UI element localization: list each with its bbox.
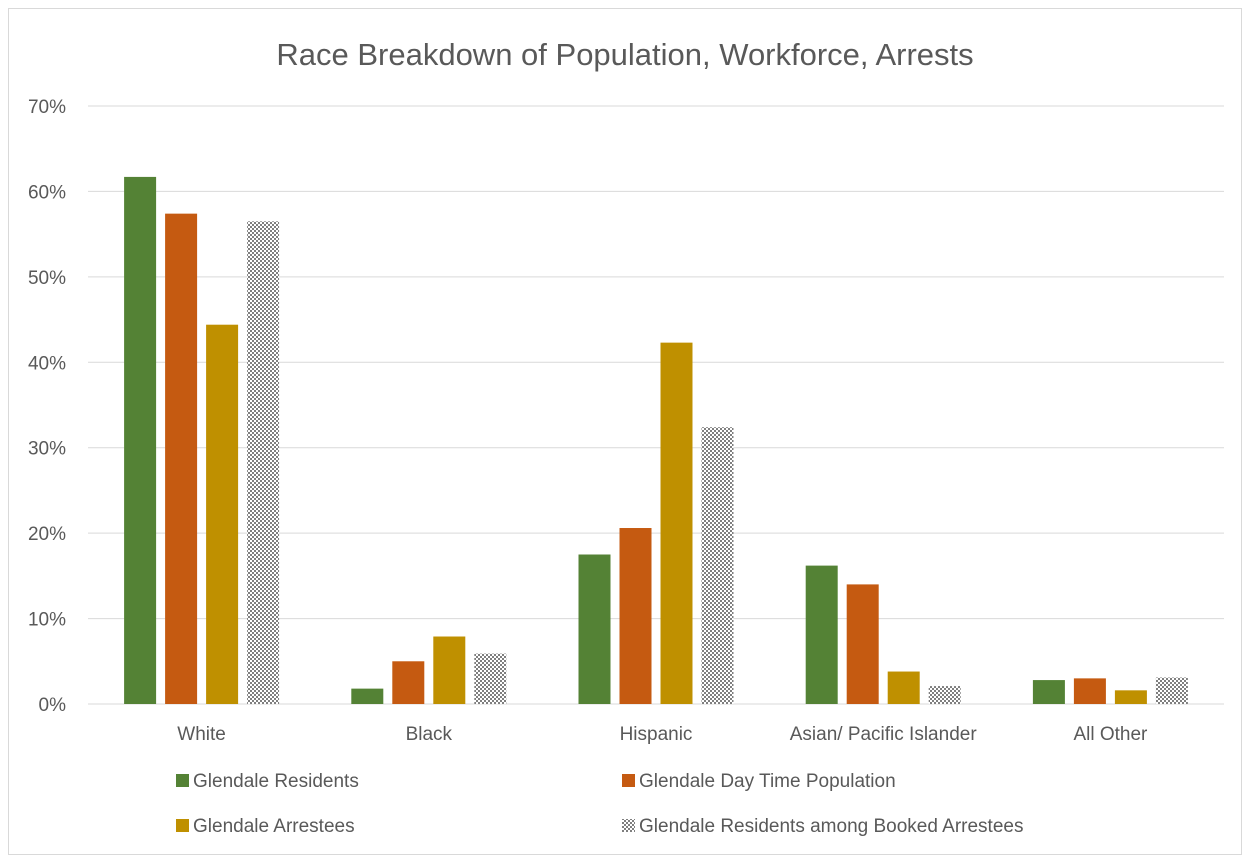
legend: Glendale Residents Glendale Day Time Popu… xyxy=(176,771,1023,837)
legend-swatch-3 xyxy=(622,819,635,832)
bar-0-1 xyxy=(165,213,198,704)
bar-1-2 xyxy=(433,636,466,704)
x-tick-label: All Other xyxy=(1073,724,1148,745)
y-tick-label: 10% xyxy=(28,610,66,631)
legend-label-1: Glendale Day Time Population xyxy=(639,771,896,792)
bars xyxy=(124,176,1188,705)
y-axis-tick-labels: 0% 10% 20% 30% 40% 50% 60% 70% xyxy=(28,97,66,716)
bar-4-1 xyxy=(1073,678,1106,704)
legend-label-0: Glendale Residents xyxy=(193,771,359,792)
bar-0-0 xyxy=(124,176,157,705)
bar-3-2 xyxy=(887,671,920,704)
bar-2-0 xyxy=(578,554,611,704)
bar-1-1 xyxy=(392,661,425,704)
x-tick-label: Black xyxy=(406,724,453,745)
y-tick-label: 50% xyxy=(28,268,66,289)
bar-1-3 xyxy=(474,653,507,704)
legend-label-2: Glendale Arrestees xyxy=(193,816,355,837)
y-tick-label: 20% xyxy=(28,524,66,545)
bar-2-3 xyxy=(701,427,734,704)
x-tick-label: Asian/ Pacific Islander xyxy=(790,724,978,745)
bar-0-3 xyxy=(247,221,280,705)
y-tick-label: 0% xyxy=(39,695,67,716)
bar-0-2 xyxy=(206,324,239,704)
x-tick-label: Hispanic xyxy=(620,724,693,745)
bar-1-0 xyxy=(351,688,384,704)
bar-4-3 xyxy=(1155,677,1188,704)
y-tick-label: 60% xyxy=(28,182,66,203)
legend-swatch-1 xyxy=(622,774,635,787)
y-tick-label: 70% xyxy=(28,97,66,118)
legend-swatch-2 xyxy=(176,819,189,832)
bar-4-0 xyxy=(1032,680,1065,704)
x-axis-tick-labels: White Black Hispanic Asian/ Pacific Islande… xyxy=(177,724,1148,745)
bar-2-1 xyxy=(619,528,652,704)
chart-title: Race Breakdown of Population, Workforce,… xyxy=(276,37,973,72)
y-tick-label: 40% xyxy=(28,353,66,374)
bar-3-1 xyxy=(846,584,879,704)
x-tick-label: White xyxy=(177,724,226,745)
bar-3-3 xyxy=(928,686,961,704)
legend-label-3: Glendale Residents among Booked Arrestee… xyxy=(639,816,1023,837)
bar-3-0 xyxy=(805,565,838,704)
bar-4-2 xyxy=(1114,690,1147,704)
bar-2-2 xyxy=(660,342,693,704)
legend-swatch-0 xyxy=(176,774,189,787)
y-tick-label: 30% xyxy=(28,439,66,460)
